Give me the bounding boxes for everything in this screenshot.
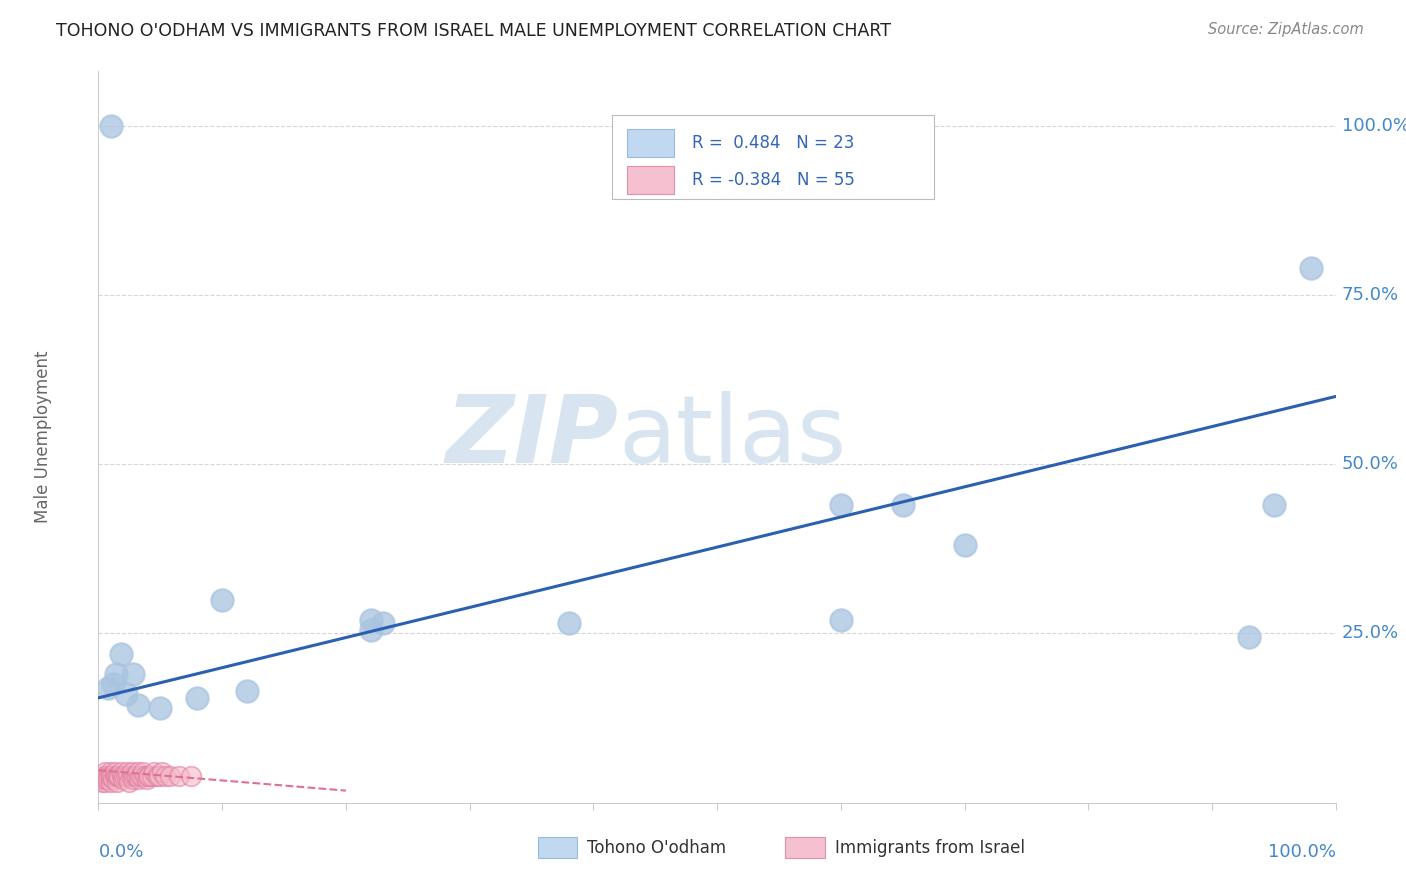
- Point: [122, 667, 145, 681]
- Point: [186, 690, 208, 705]
- Text: 75.0%: 75.0%: [1341, 285, 1399, 304]
- Text: R = -0.384   N = 55: R = -0.384 N = 55: [692, 170, 855, 188]
- Point: [124, 769, 146, 783]
- Point: [129, 769, 152, 783]
- Text: Tohono O'odham: Tohono O'odham: [588, 839, 727, 857]
- Text: 0.0%: 0.0%: [98, 843, 143, 861]
- Text: Source: ZipAtlas.com: Source: ZipAtlas.com: [1208, 22, 1364, 37]
- Point: [104, 667, 127, 681]
- Point: [155, 769, 177, 783]
- Point: [891, 498, 914, 512]
- Point: [91, 775, 114, 789]
- Point: [122, 772, 145, 786]
- Point: [127, 765, 149, 780]
- Point: [1237, 630, 1260, 644]
- Point: [93, 765, 115, 780]
- Point: [93, 772, 115, 786]
- Point: [117, 769, 139, 783]
- Point: [180, 769, 202, 783]
- Point: [150, 765, 173, 780]
- Point: [120, 769, 142, 783]
- Point: [94, 769, 117, 783]
- Point: [360, 613, 382, 627]
- Point: [104, 769, 127, 783]
- Point: [143, 765, 166, 780]
- Point: [128, 772, 150, 786]
- Point: [98, 765, 121, 780]
- Point: [1299, 260, 1322, 275]
- Point: [953, 538, 976, 552]
- Point: [148, 769, 170, 783]
- Point: [127, 698, 149, 712]
- Point: [112, 769, 135, 783]
- Point: [125, 769, 148, 783]
- Point: [135, 772, 157, 786]
- Point: [138, 769, 160, 783]
- Point: [131, 769, 153, 783]
- Point: [136, 769, 159, 783]
- FancyBboxPatch shape: [612, 115, 934, 200]
- Point: [93, 769, 115, 783]
- Point: [830, 498, 852, 512]
- Point: [93, 769, 115, 783]
- Text: 25.0%: 25.0%: [1341, 624, 1399, 642]
- Point: [103, 765, 125, 780]
- Bar: [627, 166, 673, 194]
- Text: 100.0%: 100.0%: [1341, 117, 1406, 135]
- Point: [98, 769, 121, 783]
- Point: [108, 769, 131, 783]
- Point: [149, 701, 172, 715]
- Point: [103, 677, 125, 691]
- Point: [93, 775, 115, 789]
- Point: [118, 775, 141, 789]
- Point: [103, 769, 125, 783]
- Point: [830, 613, 852, 627]
- Point: [115, 765, 138, 780]
- Point: [145, 769, 167, 783]
- Point: [96, 772, 118, 786]
- Point: [1263, 498, 1285, 512]
- Point: [124, 769, 146, 783]
- Point: [97, 769, 120, 783]
- Point: [121, 765, 143, 780]
- Point: [100, 119, 122, 133]
- Bar: [627, 129, 673, 157]
- Text: TOHONO O'ODHAM VS IMMIGRANTS FROM ISRAEL MALE UNEMPLOYMENT CORRELATION CHART: TOHONO O'ODHAM VS IMMIGRANTS FROM ISRAEL…: [56, 22, 891, 40]
- Point: [107, 769, 129, 783]
- Point: [103, 772, 125, 786]
- Point: [97, 681, 120, 695]
- Point: [360, 623, 382, 637]
- Point: [236, 684, 259, 698]
- Point: [101, 769, 124, 783]
- Text: 50.0%: 50.0%: [1341, 455, 1399, 473]
- Point: [114, 769, 136, 783]
- Text: Immigrants from Israel: Immigrants from Israel: [835, 839, 1025, 857]
- Point: [110, 647, 132, 661]
- Point: [111, 769, 134, 783]
- Point: [93, 772, 115, 786]
- Point: [141, 769, 163, 783]
- Point: [112, 772, 135, 786]
- Point: [110, 765, 132, 780]
- Text: R =  0.484   N = 23: R = 0.484 N = 23: [692, 134, 855, 152]
- Text: atlas: atlas: [619, 391, 846, 483]
- Point: [134, 769, 156, 783]
- Point: [105, 769, 128, 783]
- Point: [211, 592, 233, 607]
- Point: [371, 616, 394, 631]
- Point: [159, 769, 181, 783]
- Point: [100, 769, 122, 783]
- Text: ZIP: ZIP: [446, 391, 619, 483]
- Text: Male Unemployment: Male Unemployment: [34, 351, 52, 524]
- Text: 100.0%: 100.0%: [1268, 843, 1336, 861]
- Point: [557, 616, 579, 631]
- Point: [167, 769, 190, 783]
- Point: [100, 775, 122, 789]
- Point: [105, 775, 128, 789]
- Point: [132, 765, 155, 780]
- Bar: [785, 838, 825, 858]
- Point: [114, 688, 136, 702]
- Bar: [537, 838, 578, 858]
